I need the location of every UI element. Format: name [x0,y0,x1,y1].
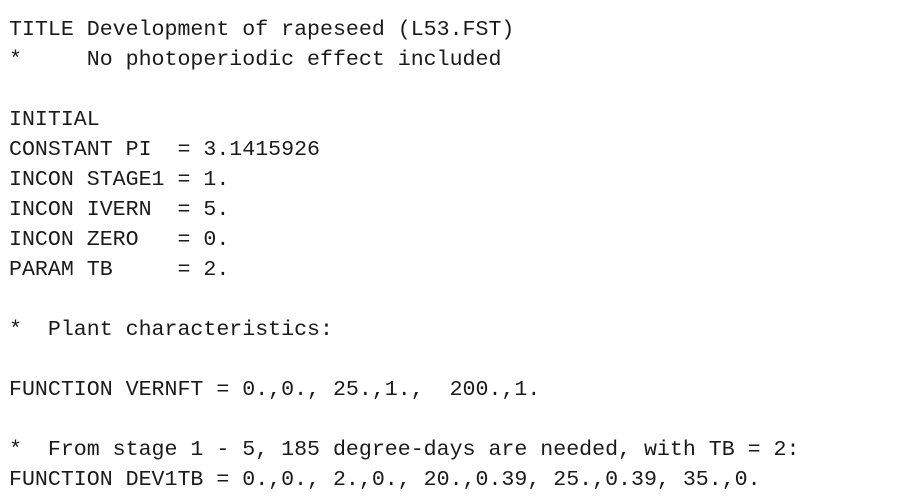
code-line-incon-ivern: INCON IVERN = 5. [9,198,230,222]
code-line-incon-stage1: INCON STAGE1 = 1. [9,168,230,192]
code-line-function-vernft: FUNCTION VERNFT = 0.,0., 25.,1., 200.,1. [9,378,541,402]
code-line-comment-plant: * Plant characteristics: [9,318,333,342]
code-line-comment: * No photoperiodic effect included [9,48,502,72]
code-line-title: TITLE Development of rapeseed (L53.FST) [9,18,515,42]
code-line-comment-stage: * From stage 1 - 5, 185 degree-days are … [9,438,800,462]
code-line-incon-zero: INCON ZERO = 0. [9,228,230,252]
code-line-param-tb: PARAM TB = 2. [9,258,230,282]
code-line-constant-pi: CONSTANT PI = 3.1415926 [9,138,321,162]
code-line-function-dev1tb: FUNCTION DEV1TB = 0.,0., 2.,0., 20.,0.39… [9,468,761,492]
code-line-initial: INITIAL [9,108,100,132]
